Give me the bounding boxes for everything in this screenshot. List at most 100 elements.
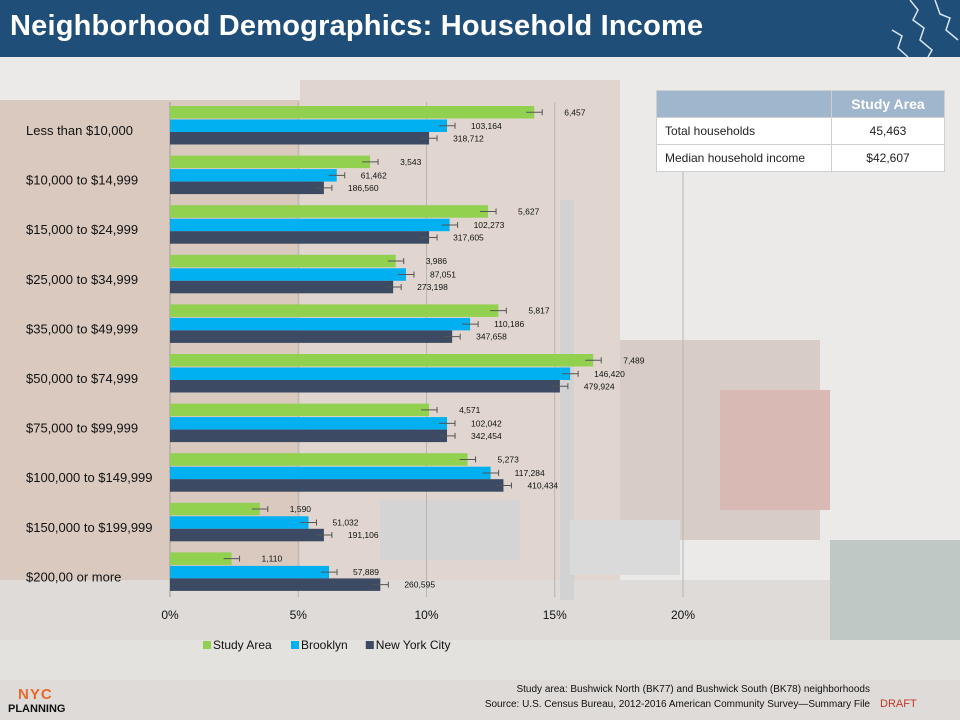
data-label: 61,462: [361, 170, 387, 180]
legend-entry: Brooklyn: [301, 638, 348, 652]
data-label: 7,489: [623, 355, 645, 365]
bar: [170, 528, 324, 542]
x-tick-label: 5%: [290, 608, 308, 622]
data-label: 87,051: [430, 270, 456, 280]
category-label: $150,000 to $199,999: [26, 520, 153, 535]
data-label: 6,457: [564, 107, 586, 117]
summary-table-corner: [656, 90, 832, 118]
source-note: Source: U.S. Census Bureau, 2012-2016 Am…: [484, 699, 870, 710]
data-label: 5,627: [518, 206, 540, 216]
bar: [170, 479, 504, 492]
bar: [170, 106, 535, 119]
nyc-planning-logo: NYC PLANNING: [8, 686, 74, 716]
data-label: 117,284: [515, 468, 545, 478]
summary-table-header: Study Area: [831, 90, 945, 118]
bar: [170, 578, 381, 591]
data-label: 347,658: [476, 332, 507, 342]
bar: [170, 268, 406, 281]
bar: [170, 254, 396, 268]
category-label: $100,000 to $149,999: [26, 470, 153, 485]
bar: [170, 354, 594, 367]
bar: [170, 453, 468, 466]
bar: [170, 280, 394, 294]
bar: [170, 565, 330, 579]
bar: [170, 367, 571, 380]
logo-planning-text: PLANNING: [8, 703, 66, 715]
data-label: 1,590: [290, 504, 312, 514]
bar: [170, 516, 309, 529]
x-tick-label: 0%: [161, 608, 179, 622]
bar: [170, 502, 260, 516]
data-label: 146,420: [594, 369, 625, 379]
category-label: Less than $10,000: [26, 123, 133, 138]
table-row: Median household income $42,607: [656, 144, 945, 172]
bar: [170, 304, 499, 317]
table-row: Total households 45,463: [656, 117, 945, 145]
x-tick-label: 10%: [414, 608, 438, 622]
data-label: 186,560: [348, 183, 379, 193]
data-label: 102,273: [474, 220, 505, 230]
bar: [170, 231, 430, 244]
bar: [170, 169, 337, 182]
data-label: 273,198: [417, 282, 448, 292]
bar: [170, 417, 448, 430]
data-label: 342,454: [471, 431, 502, 441]
nyc-map-icon: [891, 0, 959, 57]
bar: [170, 330, 453, 343]
summary-row-label: Median household income: [656, 144, 832, 172]
legend-entry: Study Area: [213, 638, 272, 652]
draft-label: DRAFT: [880, 698, 917, 710]
data-label: 4,571: [459, 405, 481, 415]
bar: [170, 317, 471, 331]
income-bar-chart: 0% 5% 10% 15% 20% Less than $10,000 6,457 103,1…: [26, 102, 695, 652]
legend-entry: New York City: [376, 638, 451, 652]
summary-row-value: $42,607: [831, 144, 945, 172]
bar: [170, 552, 232, 565]
category-label: $10,000 to $14,999: [26, 173, 138, 188]
bar: [170, 205, 489, 218]
data-label: 103,164: [471, 121, 502, 131]
data-label: 191,106: [348, 530, 379, 540]
data-label: 51,032: [333, 518, 359, 528]
category-label: $15,000 to $24,999: [26, 222, 138, 237]
data-label: 3,543: [400, 157, 422, 167]
bar: [170, 181, 324, 195]
data-label: 110,186: [494, 319, 524, 329]
category-label: $75,000 to $99,999: [26, 421, 138, 436]
legend-swatch: [203, 641, 211, 649]
category-label: $35,000 to $49,999: [26, 321, 138, 336]
bar: [170, 429, 448, 443]
summary-table: Study Area Total households 45,463 Media…: [656, 90, 945, 172]
legend-swatch: [291, 641, 299, 649]
summary-row-label: Total households: [656, 117, 832, 145]
study-area-note: Study area: Bushwick North (BK77) and Bu…: [516, 684, 870, 695]
category-label: $200,00 or more: [26, 569, 121, 584]
bar: [170, 380, 560, 393]
summary-row-value: 45,463: [831, 117, 945, 145]
bar: [170, 155, 371, 169]
data-label: 5,817: [528, 306, 550, 316]
logo-nyc-text: NYC: [18, 686, 53, 703]
data-label: 260,595: [404, 580, 435, 590]
data-label: 317,605: [453, 232, 484, 242]
bar: [170, 403, 430, 417]
header-bar: Neighborhood Demographics: Household Inc…: [0, 0, 960, 57]
data-label: 3,986: [426, 256, 448, 266]
category-label: $50,000 to $74,999: [26, 371, 138, 386]
data-label: 57,889: [353, 567, 379, 577]
bar: [170, 466, 491, 480]
summary-table-header-row: Study Area: [656, 90, 945, 118]
legend-swatch: [365, 641, 374, 649]
category-label: $25,000 to $34,999: [26, 272, 138, 287]
data-label: 318,712: [453, 133, 484, 143]
data-label: 1,110: [262, 554, 283, 564]
page-title: Neighborhood Demographics: Household Inc…: [10, 10, 704, 42]
data-label: 102,042: [471, 418, 502, 428]
x-tick-label: 20%: [671, 608, 695, 622]
bar: [170, 119, 448, 132]
data-label: 5,273: [498, 454, 520, 464]
data-label: 410,434: [527, 480, 558, 490]
x-tick-label: 15%: [543, 608, 567, 622]
bar: [170, 132, 430, 145]
bar: [170, 218, 450, 232]
